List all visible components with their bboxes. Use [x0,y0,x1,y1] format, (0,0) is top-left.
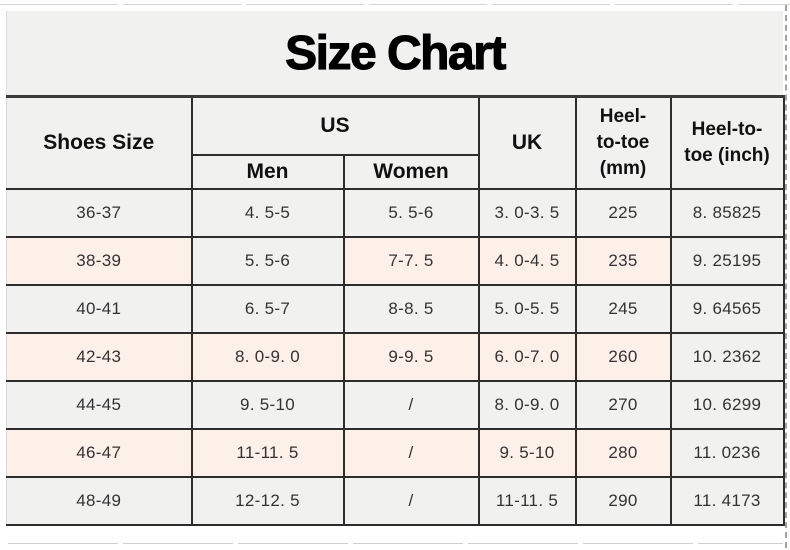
table-cell: 6. 5-7 [190,283,345,334]
table-cell: 235 [574,235,672,286]
header-shoes-size: Shoes Size [6,95,193,190]
table-cell: 11-11. 5 [190,427,345,478]
table-cell: 260 [574,331,672,382]
header-heel-to-toe-inch: Heel-to- toe (inch) [669,95,785,190]
table-cell: 4. 5-5 [190,187,345,238]
table-cell: 11. 4173 [669,475,785,526]
table-row: 40-41 6. 5-7 8-8. 5 5. 0-5. 5 245 9. 645… [6,283,785,334]
table-cell: 9. 5-10 [190,379,345,430]
table-cell: / [342,475,480,526]
table-row: 46-47 11-11. 5 / 9. 5-10 280 11. 0236 [6,427,785,478]
table-cell: 9. 25195 [669,235,785,286]
table-cell: 36-37 [6,187,193,238]
table-row: 38-39 5. 5-6 7-7. 5 4. 0-4. 5 235 9. 251… [6,235,785,286]
title-bar: Size Chart [6,11,783,95]
header-uk: UK [477,95,577,190]
table-cell: 3. 0-3. 5 [477,187,577,238]
table-cell: 10. 2362 [669,331,785,382]
table-cell: 46-47 [6,427,193,478]
table-row: 44-45 9. 5-10 / 8. 0-9. 0 270 10. 6299 [6,379,785,430]
table-cell: 42-43 [6,331,193,382]
top-gridline [0,4,790,5]
header-heel-to-toe-mm: Heel- to-toe (mm) [574,95,672,190]
table-row: 42-43 8. 0-9. 0 9-9. 5 6. 0-7. 0 260 10.… [6,331,785,382]
header-men: Men [190,153,345,190]
table-header-row: Shoes Size US UK Heel- to-toe (mm) Heel-… [6,95,785,190]
table-cell: 245 [574,283,672,334]
table-cell: 9-9. 5 [342,331,480,382]
table-cell: 12-12. 5 [190,475,345,526]
table-cell: 8. 0-9. 0 [477,379,577,430]
table-cell: / [342,379,480,430]
table-cell: 38-39 [6,235,193,286]
table-cell: 40-41 [6,283,193,334]
size-chart-table: Shoes Size US UK Heel- to-toe (mm) Heel-… [6,95,785,526]
table-cell: 9. 5-10 [477,427,577,478]
size-chart-sheet: Size Chart Shoes Size US UK Heel- to-toe… [6,11,785,526]
table-cell: 8-8. 5 [342,283,480,334]
table-cell: 10. 6299 [669,379,785,430]
table-cell: 11. 0236 [669,427,785,478]
page-title: Size Chart [285,26,507,80]
table-cell: 280 [574,427,672,478]
table-cell: 7-7. 5 [342,235,480,286]
table-cell: 5. 5-6 [342,187,480,238]
table-cell: 290 [574,475,672,526]
table-cell: 4. 0-4. 5 [477,235,577,286]
table-cell: 11-11. 5 [477,475,577,526]
header-women: Women [342,153,480,190]
table-cell: 8. 0-9. 0 [190,331,345,382]
table-subheader-row: Men Women [7,153,784,190]
table-cell: 8. 85825 [669,187,785,238]
table-row: 36-37 4. 5-5 5. 5-6 3. 0-3. 5 225 8. 858… [6,187,785,238]
table-cell: 6. 0-7. 0 [477,331,577,382]
print-area-dashed-border [785,5,787,548]
bottom-gridline [8,543,783,544]
table-cell: 44-45 [6,379,193,430]
table-cell: 9. 64565 [669,283,785,334]
table-cell: 5. 0-5. 5 [477,283,577,334]
table-cell: 270 [574,379,672,430]
table-cell: 225 [574,187,672,238]
table-cell: 48-49 [6,475,193,526]
table-cell: 5. 5-6 [190,235,345,286]
header-us-group: US [190,95,480,156]
table-row: 48-49 12-12. 5 / 11-11. 5 290 11. 4173 [6,475,785,526]
table-cell: / [342,427,480,478]
